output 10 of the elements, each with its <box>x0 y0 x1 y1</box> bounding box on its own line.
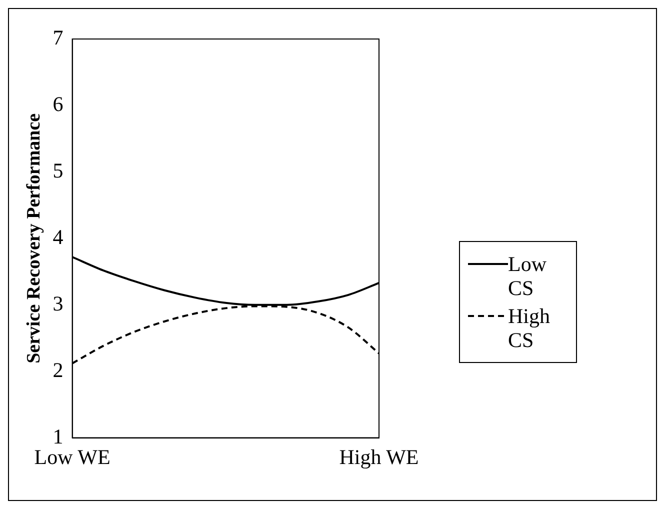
x-tick-label: High WE <box>339 444 419 469</box>
y-tick-label: 2 <box>52 358 64 382</box>
y-tick-label: 7 <box>52 26 64 50</box>
y-tick-label: 5 <box>52 158 64 182</box>
legend-label: High CS <box>508 304 551 352</box>
y-axis-title: Service Recovery Performance <box>23 113 44 364</box>
y-tick-label: 4 <box>52 224 64 249</box>
y-tick-label: 3 <box>52 291 64 316</box>
y-tick-label: 6 <box>52 92 64 116</box>
legend-label: Low CS <box>508 252 548 300</box>
